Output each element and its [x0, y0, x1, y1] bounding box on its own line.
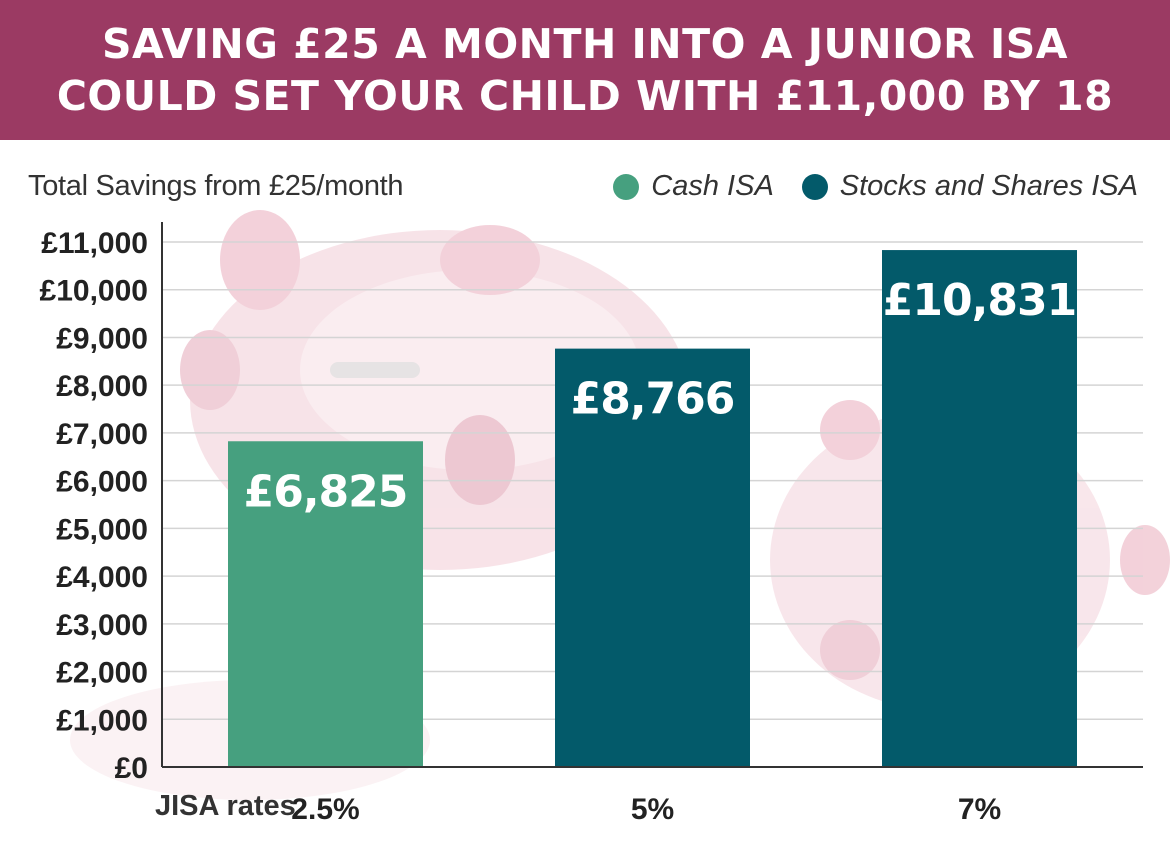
y-tick-label: £5,000: [56, 513, 148, 546]
y-tick-label: £0: [115, 752, 148, 785]
x-tick-label: 5%: [631, 793, 674, 826]
headline: SAVING £25 A MONTH INTO A JUNIOR ISA COU…: [15, 18, 1155, 122]
bar-value-label: £6,825: [244, 466, 408, 517]
x-tick-label: 7%: [958, 793, 1001, 826]
x-axis-title: JISA rates: [155, 790, 296, 822]
headline-line-1: SAVING £25 A MONTH INTO A JUNIOR ISA: [101, 20, 1069, 68]
y-tick-label: £6,000: [56, 466, 148, 499]
y-tick-label: £4,000: [56, 561, 148, 594]
legend: Cash ISA Stocks and Shares ISA: [585, 170, 1138, 203]
legend-swatch-cash-isa: [613, 173, 640, 200]
axes: £0 £1,000 £2,000 £3,000 £4,000 £5,000 £6,000 £7…: [40, 222, 1143, 826]
y-tick-label: £1,000: [56, 704, 148, 737]
chart-title: Total Savings from £25/month: [28, 170, 404, 202]
y-tick-label: £8,000: [56, 370, 148, 403]
bar: [882, 250, 1077, 767]
y-tick-label: £10,000: [40, 275, 148, 308]
legend-item-stocks-isa: Stocks and Shares ISA: [801, 170, 1138, 203]
legend-swatch-stocks-isa: [801, 173, 828, 200]
x-tick-label: 2.5%: [291, 793, 359, 826]
headline-line-2: COULD SET YOUR CHILD WITH £11,000 BY 18: [56, 72, 1114, 120]
bar-value-label: £8,766: [571, 374, 735, 425]
legend-label-cash-isa: Cash ISA: [651, 170, 774, 202]
title-banner: SAVING £25 A MONTH INTO A JUNIOR ISA COU…: [0, 0, 1170, 140]
y-tick-label: £11,000: [41, 227, 148, 260]
bar: [555, 348, 750, 767]
y-tick-label: £3,000: [56, 609, 148, 642]
legend-label-stocks-isa: Stocks and Shares ISA: [839, 170, 1138, 202]
bar-value-label: £10,831: [883, 275, 1076, 326]
bar: [228, 441, 423, 767]
y-tick-label: £7,000: [56, 418, 148, 451]
y-tick-label: £2,000: [56, 657, 148, 690]
bars: £6,825 £8,766 £10,831: [228, 250, 1077, 767]
y-tick-label: £9,000: [56, 322, 148, 355]
legend-item-cash-isa: Cash ISA: [613, 170, 774, 203]
